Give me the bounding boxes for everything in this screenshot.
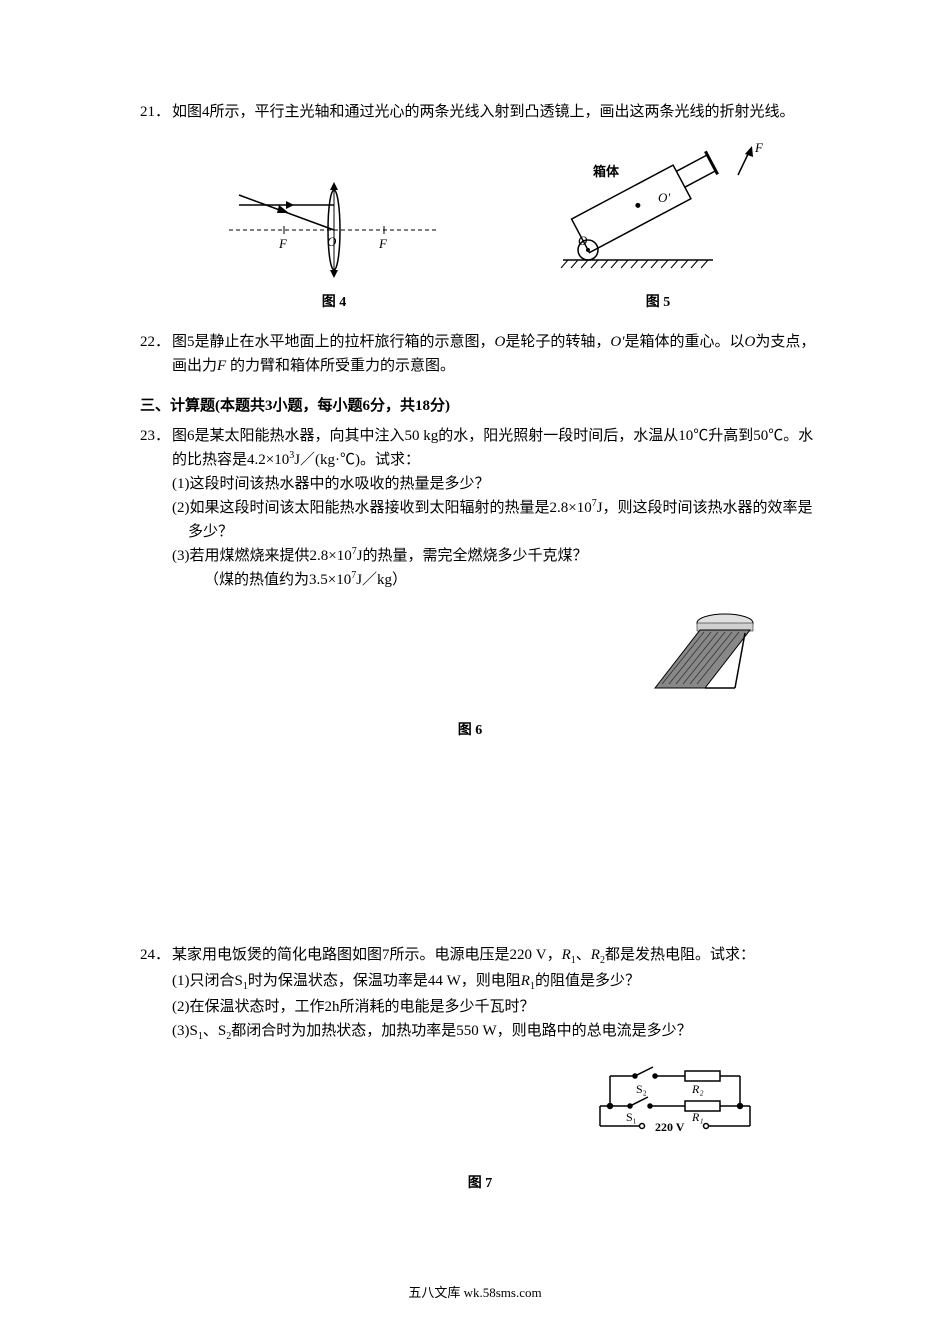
- q21-number: 21．: [140, 100, 172, 124]
- q22-text-c: 是箱体的重心。以: [625, 334, 745, 350]
- figure-5-block: O O′ 箱体 F 图 5: [543, 140, 773, 314]
- question-24: 24． 某家用电饭煲的简化电路图如图7所示。电源电压是220 V，R1、R2都是…: [140, 943, 820, 1045]
- q22-text-a: 图5是静止在水平地面上的拉杆旅行箱的示意图，: [172, 334, 495, 350]
- q24-line: 24． 某家用电饭煲的简化电路图如图7所示。电源电压是220 V，R1、R2都是…: [140, 943, 820, 969]
- q22-text-e: 的力臂和箱体所受重力的示意图。: [226, 358, 455, 374]
- figure-4-svg: F F O: [219, 150, 449, 280]
- fig7-caption: 图 7: [140, 1173, 760, 1195]
- q24-sub1-b: 时为保温状态，保温功率是44 W，则电阻: [248, 973, 521, 989]
- question-22: 22． 图5是静止在水平地面上的拉杆旅行箱的示意图，O是轮子的转轴，O′是箱体的…: [140, 330, 820, 378]
- q24-sub1-a: (1)只闭合S: [172, 973, 243, 989]
- q23-sub3-d: J／kg）: [356, 572, 407, 588]
- q24-intro-a: 某家用电饭煲的简化电路图如图7所示。电源电压是220 V，: [172, 947, 562, 963]
- q22-number: 22．: [140, 330, 172, 354]
- q24-sub3-b: 、S: [203, 1023, 226, 1039]
- page-footer: 五八文库 wk.58sms.com: [0, 1283, 950, 1304]
- figures-row-4-5: F F O 图 4: [140, 140, 820, 314]
- q21-line: 21． 如图4所示，平行主光轴和通过光心的两条光线入射到凸透镜上，画出这两条光线…: [140, 100, 820, 124]
- q24-intro: 某家用电饭煲的简化电路图如图7所示。电源电压是220 V，R1、R2都是发热电阻…: [172, 943, 820, 969]
- q24-sub1-c: 的阻值是多少？: [535, 973, 640, 989]
- figure-4-block: F F O 图 4: [219, 150, 449, 314]
- q23-sub3-b: J的热量，需完全燃烧多少千克煤？: [357, 548, 588, 564]
- q22-text-b: 是轮子的转轴，: [505, 334, 610, 350]
- fig7-S1: S₁: [626, 1110, 637, 1124]
- q23-intro: 图6是某太阳能热水器，向其中注入50 kg的水，阳光照射一段时间后，水温从10℃…: [172, 424, 820, 472]
- question-23: 23． 图6是某太阳能热水器，向其中注入50 kg的水，阳光照射一段时间后，水温…: [140, 424, 820, 592]
- fig5-F: F: [754, 140, 764, 155]
- figure-5-svg: O O′ 箱体 F: [543, 140, 773, 280]
- figure-7-svg: S₂ S₁ R₂ R₁ 220 V: [580, 1061, 760, 1161]
- q23-sub3: (3)若用煤燃烧来提供2.8×107J的热量，需完全燃烧多少千克煤？: [140, 544, 820, 568]
- figure-7-block: S₂ S₁ R₂ R₁ 220 V 图 7: [140, 1061, 820, 1195]
- q23-sub2: (2)如果这段时间该太阳能热水器接收到太阳辐射的热量是2.8×107J，则这段时…: [140, 496, 820, 544]
- q24-R2: R: [591, 947, 600, 963]
- q23-intro-a: 图6是某太阳能热水器，向其中注入50 kg的水，阳光照射一段时间后，水温从10℃…: [172, 428, 813, 468]
- figure-6-svg: [630, 608, 760, 708]
- q22-text: 图5是静止在水平地面上的拉杆旅行箱的示意图，O是轮子的转轴，O′是箱体的重心。以…: [172, 330, 820, 378]
- fig4-caption: 图 4: [219, 292, 449, 314]
- q23-sub3-a: (3)若用煤燃烧来提供2.8×10: [172, 548, 352, 564]
- q24-intro-b: 、: [576, 947, 591, 963]
- q23-sub3-c: （煤的热值约为3.5×10: [204, 572, 351, 588]
- fig7-R1: R₁: [691, 1110, 704, 1124]
- q22-O2: O: [745, 334, 756, 350]
- section-3-header: 三、计算题(本题共3小题，每小题6分，共18分): [140, 394, 820, 418]
- fig5-Oprime: O′: [658, 190, 670, 205]
- q23-sub3-note: （煤的热值约为3.5×107J／kg）: [140, 568, 820, 592]
- q24-R1: R: [562, 947, 571, 963]
- fig5-caption: 图 5: [543, 292, 773, 314]
- q23-sub1: (1)这段时间该热水器中的水吸收的热量是多少？: [140, 472, 820, 496]
- q24-sub3: (3)S1、S2都闭合时为加热状态，加热功率是550 W，则电路中的总电流是多少…: [140, 1019, 820, 1045]
- q24-sub3-a: (3)S: [172, 1023, 198, 1039]
- q24-number: 24．: [140, 943, 172, 967]
- q22-Oprime: O′: [610, 334, 624, 350]
- fig6-caption: 图 6: [140, 720, 760, 742]
- q24-sub1-R1: R: [521, 973, 530, 989]
- q23-number: 23．: [140, 424, 172, 448]
- fig5-box-label: 箱体: [593, 164, 620, 179]
- spacer-23-24: [140, 743, 820, 943]
- figure-6-block: 图 6: [140, 608, 820, 742]
- fig7-V: 220 V: [655, 1120, 685, 1134]
- q24-sub3-c: 都闭合时为加热状态，加热功率是550 W，则电路中的总电流是多少？: [231, 1023, 691, 1039]
- q23-intro-b: J／(kg·℃)。试求：: [294, 452, 420, 468]
- fig4-O: O: [327, 234, 337, 249]
- q22-line: 22． 图5是静止在水平地面上的拉杆旅行箱的示意图，O是轮子的转轴，O′是箱体的…: [140, 330, 820, 378]
- question-21: 21． 如图4所示，平行主光轴和通过光心的两条光线入射到凸透镜上，画出这两条光线…: [140, 100, 820, 124]
- fig4-F-left: F: [278, 236, 288, 251]
- fig7-S2: S₂: [636, 1082, 647, 1096]
- q23-line: 23． 图6是某太阳能热水器，向其中注入50 kg的水，阳光照射一段时间后，水温…: [140, 424, 820, 472]
- fig7-R2: R₂: [691, 1082, 704, 1096]
- q21-text: 如图4所示，平行主光轴和通过光心的两条光线入射到凸透镜上，画出这两条光线的折射光…: [172, 100, 820, 124]
- q22-F: F: [217, 358, 226, 374]
- q24-sub2: (2)在保温状态时，工作2h所消耗的电能是多少千瓦时？: [140, 995, 820, 1019]
- q24-sub1: (1)只闭合S1时为保温状态，保温功率是44 W，则电阻R1的阻值是多少？: [140, 969, 820, 995]
- fig4-F-right: F: [378, 236, 388, 251]
- q22-O: O: [495, 334, 506, 350]
- q24-intro-c: 都是发热电阻。试求：: [605, 947, 755, 963]
- q23-sub2-a: (2)如果这段时间该太阳能热水器接收到太阳辐射的热量是2.8×10: [172, 500, 592, 516]
